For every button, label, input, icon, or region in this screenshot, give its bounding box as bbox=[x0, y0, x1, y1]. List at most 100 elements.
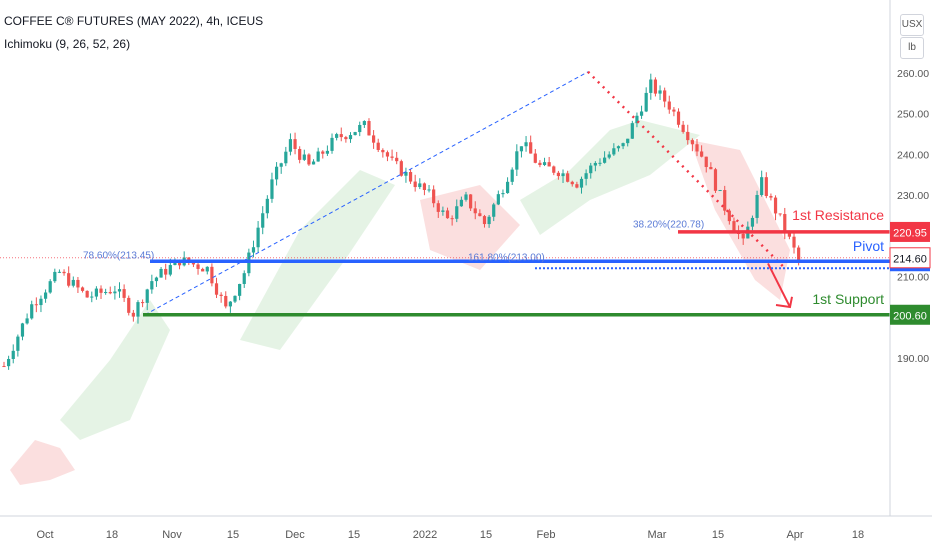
candle-body bbox=[755, 194, 759, 218]
candle bbox=[159, 267, 163, 278]
candle bbox=[127, 295, 131, 316]
candle bbox=[344, 135, 348, 143]
candle-body bbox=[16, 336, 20, 351]
candle-body bbox=[515, 151, 519, 170]
candle-body bbox=[344, 137, 348, 140]
candle bbox=[630, 120, 634, 139]
candle-body bbox=[201, 268, 205, 272]
candle bbox=[228, 301, 232, 313]
candle-body bbox=[376, 142, 380, 150]
candle bbox=[335, 132, 339, 141]
currency-button[interactable]: USX bbox=[900, 14, 924, 36]
candle-body bbox=[579, 178, 584, 188]
candle-body bbox=[408, 172, 413, 182]
candle bbox=[505, 177, 510, 194]
candle bbox=[408, 169, 413, 184]
candle-body bbox=[797, 247, 801, 260]
candle bbox=[11, 344, 15, 364]
candle-body bbox=[321, 151, 325, 154]
candle-body bbox=[676, 111, 681, 125]
candle bbox=[150, 274, 154, 294]
candle bbox=[639, 105, 644, 119]
candle-body bbox=[630, 123, 634, 139]
candle bbox=[274, 162, 279, 186]
candle bbox=[561, 169, 565, 184]
candle bbox=[773, 195, 778, 221]
candle bbox=[445, 207, 450, 219]
candle bbox=[589, 162, 593, 179]
candle bbox=[298, 146, 302, 164]
level-name: 1st Resistance bbox=[792, 207, 884, 223]
candle-body bbox=[122, 289, 126, 298]
candle bbox=[367, 118, 371, 136]
candle bbox=[293, 132, 297, 155]
candle-body bbox=[459, 199, 463, 207]
candle-body bbox=[404, 172, 408, 176]
candle-body bbox=[168, 265, 172, 275]
candle bbox=[538, 160, 542, 168]
candle bbox=[376, 138, 380, 153]
candle bbox=[43, 289, 48, 303]
candle bbox=[104, 288, 108, 295]
candle-body bbox=[113, 291, 117, 294]
candle-body bbox=[575, 184, 579, 188]
candle-body bbox=[159, 268, 163, 278]
candle bbox=[48, 279, 52, 294]
unit-button[interactable]: lb bbox=[900, 37, 924, 59]
candle-body bbox=[284, 151, 288, 164]
candle bbox=[191, 262, 196, 268]
indicator-label[interactable]: Ichimoku (9, 26, 52, 26) bbox=[4, 37, 131, 51]
candle-body bbox=[603, 157, 607, 163]
candle-body bbox=[478, 213, 482, 217]
candle-body bbox=[390, 156, 394, 158]
ichimoku-cloud bbox=[10, 440, 75, 485]
candle-body bbox=[769, 196, 773, 198]
candle bbox=[723, 185, 727, 216]
candle bbox=[99, 285, 103, 299]
candle-body bbox=[760, 177, 764, 195]
candle bbox=[145, 288, 149, 311]
candle bbox=[25, 313, 29, 325]
candle-body bbox=[270, 179, 274, 199]
level-name: 1st Support bbox=[812, 291, 884, 307]
candle-body bbox=[288, 139, 293, 152]
candle bbox=[764, 172, 768, 199]
level-name: Pivot bbox=[853, 238, 884, 254]
candle bbox=[53, 268, 57, 283]
candle bbox=[307, 153, 311, 166]
candle bbox=[251, 240, 256, 258]
candle-body bbox=[709, 167, 713, 170]
candle bbox=[256, 221, 260, 253]
x-tick-label: Feb bbox=[537, 529, 556, 541]
candle-body bbox=[228, 301, 232, 307]
candle-body bbox=[436, 203, 440, 212]
candle-body bbox=[131, 312, 135, 317]
x-tick-label: 15 bbox=[227, 529, 239, 541]
candle-body bbox=[621, 143, 625, 147]
candle-body bbox=[764, 177, 768, 197]
candle bbox=[302, 149, 306, 162]
candle-body bbox=[279, 163, 283, 167]
candle-body bbox=[205, 266, 209, 272]
candle-body bbox=[612, 148, 616, 155]
candle bbox=[482, 214, 487, 228]
candle-body bbox=[487, 216, 491, 225]
candle-body bbox=[311, 161, 316, 165]
x-tick-label: 15 bbox=[348, 529, 360, 541]
candle-body bbox=[261, 213, 265, 228]
candle-body bbox=[57, 271, 62, 273]
candle bbox=[372, 130, 376, 149]
candle-body bbox=[325, 150, 329, 154]
candle bbox=[67, 266, 71, 288]
candle bbox=[348, 132, 353, 143]
candle-body bbox=[224, 295, 228, 307]
candle bbox=[122, 284, 126, 302]
candle bbox=[385, 150, 390, 162]
price-tag-label: 220.95 bbox=[893, 227, 927, 239]
candle bbox=[487, 214, 491, 228]
ichimoku-cloud bbox=[60, 300, 170, 440]
candle-body bbox=[626, 138, 630, 144]
candle-body bbox=[117, 289, 122, 292]
candle bbox=[667, 95, 671, 114]
y-tick-label: 230.00 bbox=[897, 190, 929, 202]
